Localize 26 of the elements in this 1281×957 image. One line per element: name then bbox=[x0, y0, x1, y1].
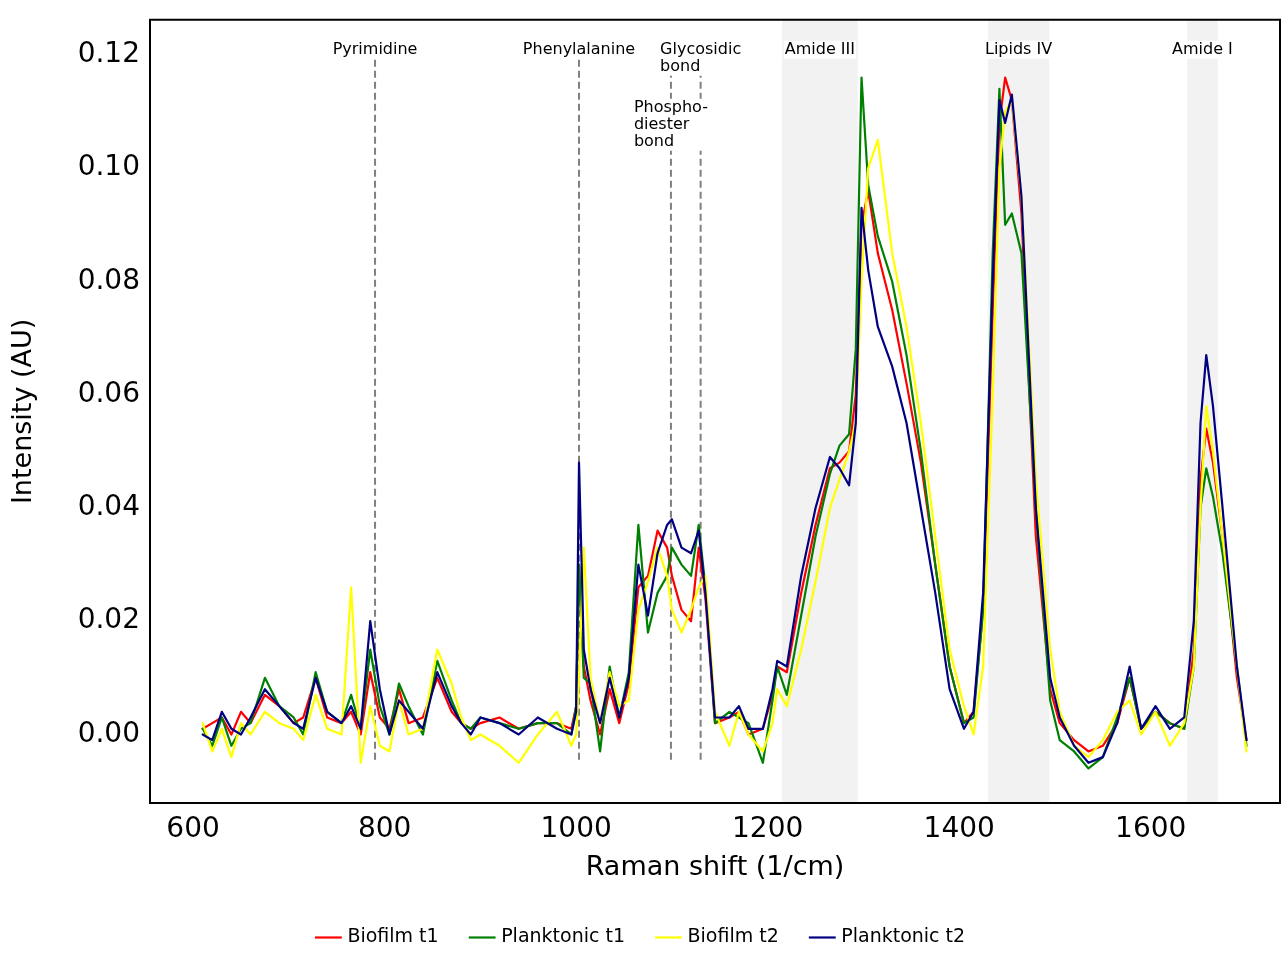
band-label: Amide I bbox=[1172, 38, 1233, 58]
legend-label: Planktonic t2 bbox=[841, 924, 966, 947]
y-tick-label: 0.10 bbox=[77, 149, 140, 183]
y-tick-label: 0.06 bbox=[77, 375, 140, 409]
ref-line-label: Phenylalanine bbox=[522, 38, 636, 58]
band-label: Lipids IV bbox=[984, 38, 1053, 58]
ref-line-label: Phospho- diester bond bbox=[633, 96, 708, 150]
x-tick-label: 800 bbox=[357, 811, 412, 845]
legend-label: Planktonic t1 bbox=[501, 924, 625, 947]
x-axis-title: Raman shift (1/cm) bbox=[585, 849, 845, 881]
x-tick-label: 600 bbox=[166, 811, 220, 845]
y-tick-label: 0.04 bbox=[77, 489, 140, 523]
x-tick-label: 1000 bbox=[540, 811, 612, 845]
y-axis-title: Intensity (AU) bbox=[6, 318, 38, 505]
y-tick-label: 0.12 bbox=[77, 36, 140, 70]
x-tick-label: 1400 bbox=[923, 811, 995, 845]
x-tick-label: 1600 bbox=[1115, 811, 1187, 845]
y-tick-label: 0.02 bbox=[77, 602, 140, 636]
y-tick-label: 0.08 bbox=[77, 262, 140, 296]
legend-label: Biofilm t1 bbox=[347, 924, 439, 947]
y-tick-label: 0.00 bbox=[77, 715, 140, 749]
band-label: Amide III bbox=[784, 38, 855, 58]
x-tick-label: 1200 bbox=[732, 811, 804, 845]
ref-line-label: Glycosidic bond bbox=[660, 38, 742, 75]
legend-label: Biofilm t2 bbox=[687, 924, 779, 947]
ref-line-label: Pyrimidine bbox=[332, 38, 418, 58]
